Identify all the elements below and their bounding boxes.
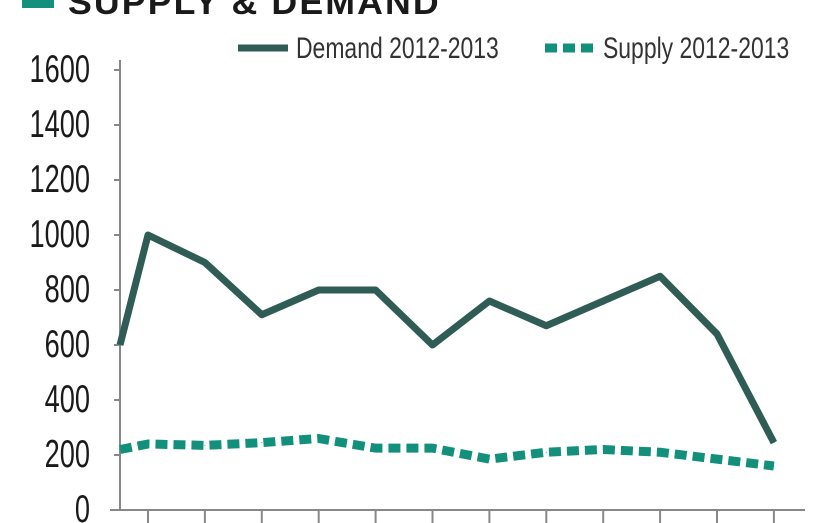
data-point [545, 325, 547, 327]
data-point [119, 449, 121, 450]
data-point [318, 438, 320, 439]
y-tick-label: 1600 [30, 48, 90, 91]
legend-label: Demand 2012-2013 [296, 31, 499, 65]
data-point [488, 300, 490, 302]
data-point [716, 333, 718, 335]
y-tick-label: 1000 [30, 213, 90, 256]
data-point [773, 465, 775, 467]
data-point [602, 449, 604, 450]
y-tick-label: 1400 [30, 103, 90, 146]
data-point [432, 344, 433, 346]
series-line-supply [119, 434, 775, 471]
data-point [602, 300, 604, 302]
y-tick-label: 400 [45, 378, 90, 421]
y-tick-label: 200 [45, 433, 90, 476]
data-point [147, 234, 149, 236]
data-point [545, 451, 547, 453]
data-point [375, 447, 377, 449]
data-point [716, 458, 718, 460]
data-point [204, 262, 206, 263]
data-point [659, 451, 661, 453]
data-point [318, 289, 320, 291]
chart-title: SUPPLY & DEMAND [68, 0, 441, 22]
data-point [659, 275, 661, 277]
y-tick-label: 0 [75, 488, 90, 523]
data-point [773, 442, 775, 444]
data-point [488, 458, 490, 460]
y-tick-label: 600 [45, 323, 90, 366]
y-tick-label: 1200 [30, 158, 90, 201]
legend-label: Supply 2012-2013 [603, 31, 789, 65]
data-point [119, 344, 121, 346]
data-point [204, 444, 206, 446]
title-swatch [22, 0, 54, 8]
data-point [375, 289, 377, 291]
data-point [261, 314, 263, 316]
data-point [261, 442, 263, 444]
series-line-demand [116, 231, 778, 445]
y-tick-label: 800 [45, 268, 90, 311]
data-point [432, 447, 433, 449]
data-point [147, 443, 149, 445]
